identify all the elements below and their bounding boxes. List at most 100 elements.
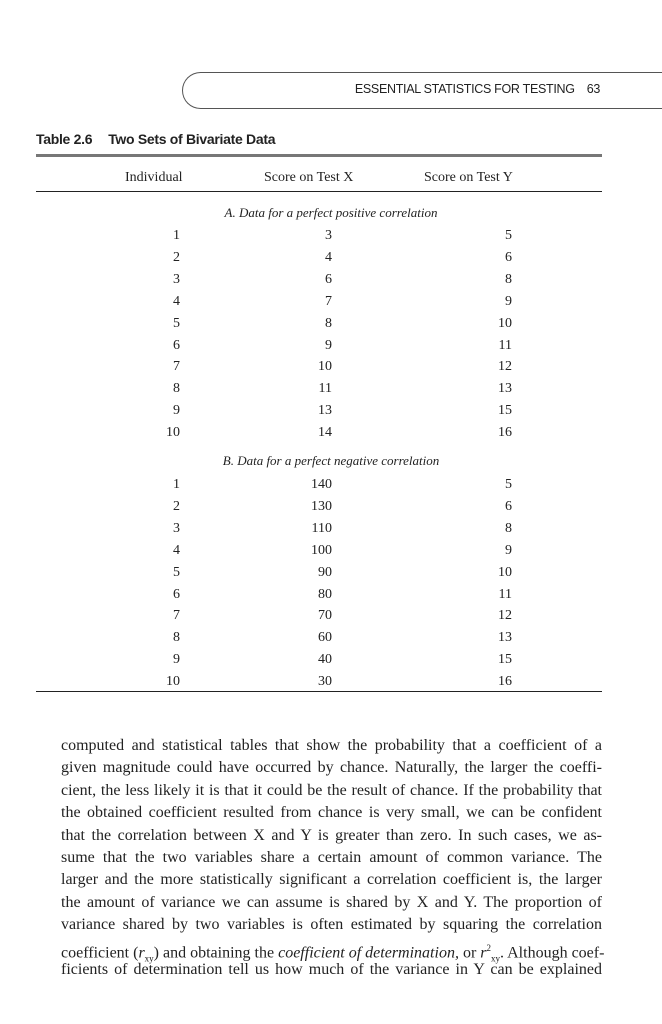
cell-test-y: 15 [498,403,512,419]
table-bottom-rule [36,691,602,693]
table-row: 3 6 8 [0,272,662,292]
cell-test-x: 13 [318,403,332,419]
table-row: 4 100 9 [0,543,662,563]
table-number: Table 2.6 [36,131,93,147]
table-row: 8 60 13 [0,630,662,650]
body-line: that the correlation between X and Y is … [61,826,602,844]
table-row: 6 9 11 [0,338,662,358]
cell-test-y: 10 [498,315,512,331]
table-row: 1 3 5 [0,228,662,248]
table-top-rule [36,154,602,157]
body-line: given magnitude could have occurred by c… [61,759,602,777]
cell-individual: 3 [173,520,180,536]
cell-test-y: 16 [498,425,512,441]
table-row: 9 13 15 [0,403,662,423]
cell-individual: 7 [173,608,180,624]
column-header-individual: Individual [125,170,183,185]
cell-test-y: 15 [498,652,512,668]
cell-test-y: 13 [498,630,512,646]
cell-test-x: 110 [311,520,332,536]
cell-test-y: 5 [505,228,512,243]
table-title-text: Two Sets of Bivariate Data [108,131,276,147]
table-row: 6 80 11 [0,587,662,607]
cell-individual: 1 [173,477,180,492]
cell-test-x: 6 [325,271,332,287]
column-header-test-x: Score on Test X [264,170,354,185]
table-row: 5 90 10 [0,565,662,585]
body-text: computed and statistical tables that sho… [61,735,605,981]
cell-individual: 8 [173,381,180,397]
cell-test-x: 11 [318,381,332,397]
cell-test-x: 14 [318,425,332,441]
body-line: ficients of determination tell us how mu… [61,960,602,978]
cell-individual: 1 [173,228,180,243]
term-coefficient-of-determination: coefficient of determination, [278,943,459,961]
cell-individual: 9 [173,403,180,419]
cell-test-x: 3 [325,228,332,243]
cell-test-x: 9 [325,337,332,353]
cell-test-y: 5 [505,477,512,492]
column-header-test-y: Score on Test Y [424,170,513,185]
body-line: larger and the more statistically signif… [61,871,602,889]
cell-test-x: 130 [311,498,332,514]
body-line: the amount of variance we can assume is … [61,893,602,911]
running-header: ESSENTIAL STATISTICS FOR TESTING 63 [355,82,600,96]
table-row: 1 140 5 [0,477,662,497]
body-line: cient, the less likely it is that it cou… [61,781,602,799]
cell-individual: 10 [166,674,180,690]
cell-test-y: 12 [498,359,512,375]
cell-test-y: 8 [505,271,512,287]
cell-test-y: 9 [505,293,512,309]
cell-individual: 3 [173,271,180,287]
cell-individual: 7 [173,359,180,375]
body-line: the obtained coefficient resulted from c… [61,804,602,822]
cell-test-x: 140 [311,477,332,492]
cell-test-y: 8 [505,520,512,536]
cell-test-y: 10 [498,564,512,580]
running-title: ESSENTIAL STATISTICS FOR TESTING [354,82,575,96]
table-header-rule [36,191,602,193]
table-row: 10 30 16 [0,674,662,694]
cell-test-y: 11 [498,586,512,602]
cell-test-x: 8 [325,315,332,331]
table-row: 2 130 6 [0,499,662,519]
section-b-caption: B. Data for a perfect negative correlati… [222,453,440,468]
body-line: coefficient (rxy) and obtaining the coef… [61,942,605,964]
cell-test-y: 6 [505,498,512,514]
cell-individual: 9 [173,652,180,668]
cell-individual: 5 [173,564,180,580]
cell-individual: 2 [173,249,180,265]
cell-individual: 10 [166,425,180,441]
cell-test-x: 30 [318,674,332,690]
table-row: 7 70 12 [0,608,662,628]
cell-test-y: 9 [505,542,512,558]
table-row: 9 40 15 [0,652,662,672]
cell-test-x: 100 [311,542,332,558]
cell-test-y: 16 [498,674,512,690]
cell-test-y: 12 [498,608,512,624]
body-line: sume that the two variables share a cert… [61,848,602,866]
table-row: 2 4 6 [0,250,662,270]
table-row: 7 10 12 [0,359,662,379]
cell-individual: 6 [173,337,180,353]
cell-test-x: 4 [325,249,332,265]
table-row: 5 8 10 [0,316,662,336]
cell-test-x: 7 [325,293,332,309]
cell-test-x: 40 [318,652,332,668]
cell-individual: 5 [173,315,180,331]
cell-test-x: 10 [318,359,332,375]
cell-test-x: 70 [318,608,332,624]
cell-test-x: 80 [318,586,332,602]
table-title: Table 2.6 Two Sets of Bivariate Data [36,131,275,147]
cell-individual: 2 [173,498,180,514]
page-number: 63 [586,82,601,96]
cell-test-x: 60 [318,630,332,646]
cell-test-y: 6 [505,249,512,265]
table-row: 3 110 8 [0,521,662,541]
cell-individual: 4 [173,293,180,309]
cell-individual: 4 [173,542,180,558]
table-row: 8 11 13 [0,381,662,401]
table-row: 4 7 9 [0,294,662,314]
cell-individual: 8 [173,630,180,646]
cell-test-y: 13 [498,381,512,397]
